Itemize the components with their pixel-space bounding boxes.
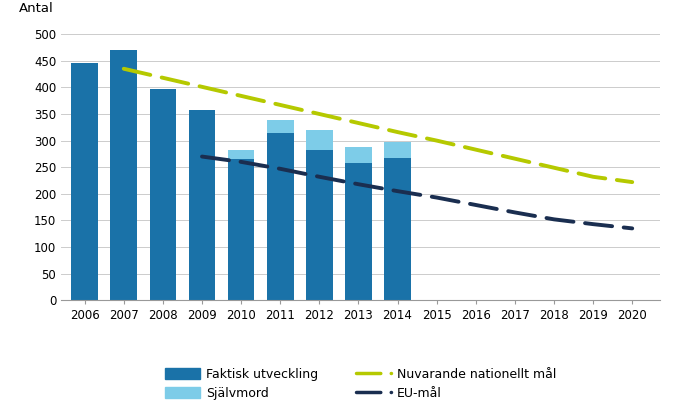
Bar <box>71 63 98 300</box>
Text: Antal: Antal <box>19 2 54 15</box>
Bar <box>306 130 333 150</box>
Bar <box>110 50 137 300</box>
Bar <box>150 89 176 300</box>
Bar <box>228 159 254 300</box>
Bar <box>267 133 294 300</box>
Bar <box>306 150 333 300</box>
Bar <box>384 158 411 300</box>
Bar <box>345 163 372 300</box>
Bar <box>189 110 216 300</box>
Bar <box>384 142 411 158</box>
Bar <box>228 150 254 159</box>
Legend: Faktisk utveckling, Självmord, Nuvarande nationellt mål, EU-mål: Faktisk utveckling, Självmord, Nuvarande… <box>165 368 556 400</box>
Bar <box>267 121 294 133</box>
Bar <box>345 147 372 163</box>
